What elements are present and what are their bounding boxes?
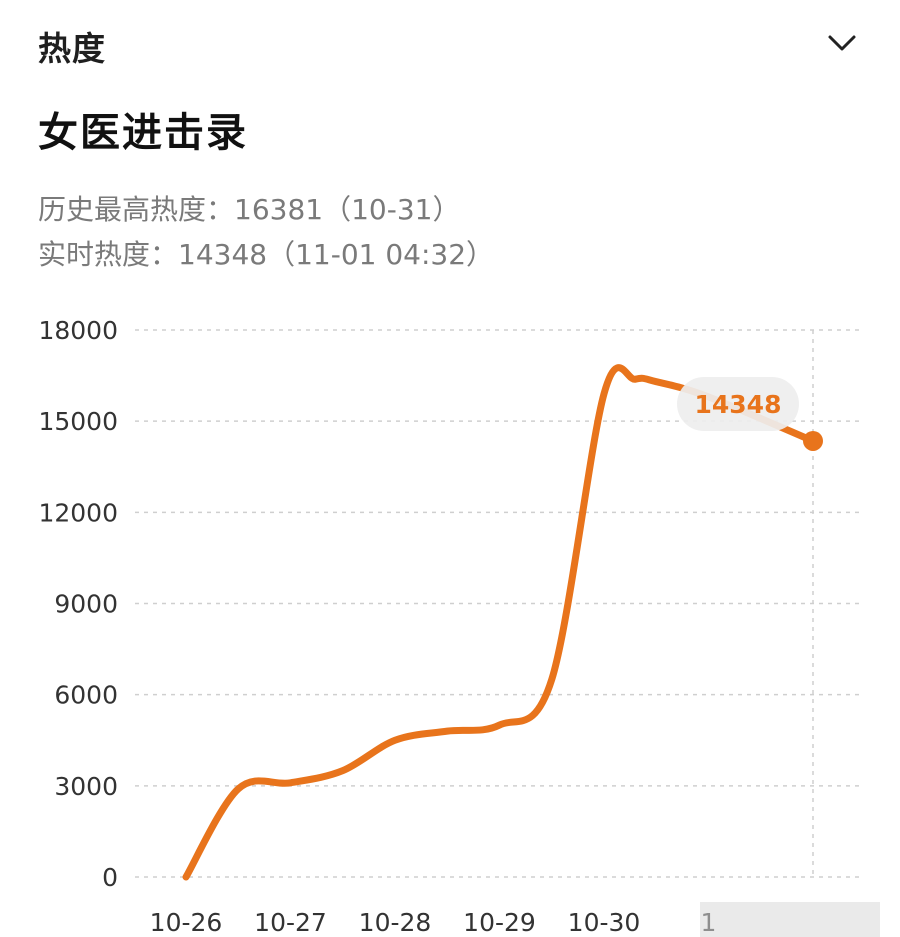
x-tick-label: 10-27 — [254, 908, 327, 937]
current-label: 实时热度： — [38, 238, 179, 271]
y-tick-label: 18000 — [38, 316, 118, 345]
current-heat-line: 实时热度：14348（11-01 04:32） — [38, 233, 494, 273]
chevron-down-icon — [828, 35, 856, 51]
x-tick-label: 10-30 — [568, 908, 641, 937]
show-title: 女医进击录 — [38, 110, 248, 156]
heat-line-chart: 0 3000 6000 9000 12000 15000 18000 10-26 10-27 10… — [38, 316, 880, 937]
heat-section-header: 热度 — [38, 22, 860, 68]
y-tick-label: 9000 — [54, 590, 118, 619]
peak-value: 16381 — [234, 193, 324, 226]
y-tick-label: 6000 — [54, 681, 118, 710]
obscured-tick-labels — [700, 902, 880, 937]
current-point — [803, 430, 823, 451]
series-line — [182, 364, 817, 881]
peak-heat-line: 历史最高热度：16381（10-31） — [38, 188, 460, 228]
x-tick-label: 10-29 — [463, 908, 536, 937]
current-time: （11-01 04:32） — [267, 238, 495, 271]
x-tick-label: 10-28 — [359, 908, 432, 937]
section-label: 热度 — [38, 29, 106, 68]
y-tick-label: 3000 — [54, 772, 118, 801]
y-tick-label: 0 — [102, 863, 118, 892]
peak-date: （10-31） — [323, 193, 461, 226]
current-value: 14348 — [178, 238, 268, 271]
y-tick-label: 15000 — [38, 407, 118, 436]
x-tick-label: 10-26 — [150, 908, 223, 937]
collapse-button[interactable] — [824, 28, 860, 58]
tooltip-value: 14348 — [695, 390, 782, 419]
value-tooltip — [677, 377, 799, 431]
y-tick-label: 12000 — [38, 498, 118, 527]
peak-label: 历史最高热度： — [38, 193, 235, 226]
